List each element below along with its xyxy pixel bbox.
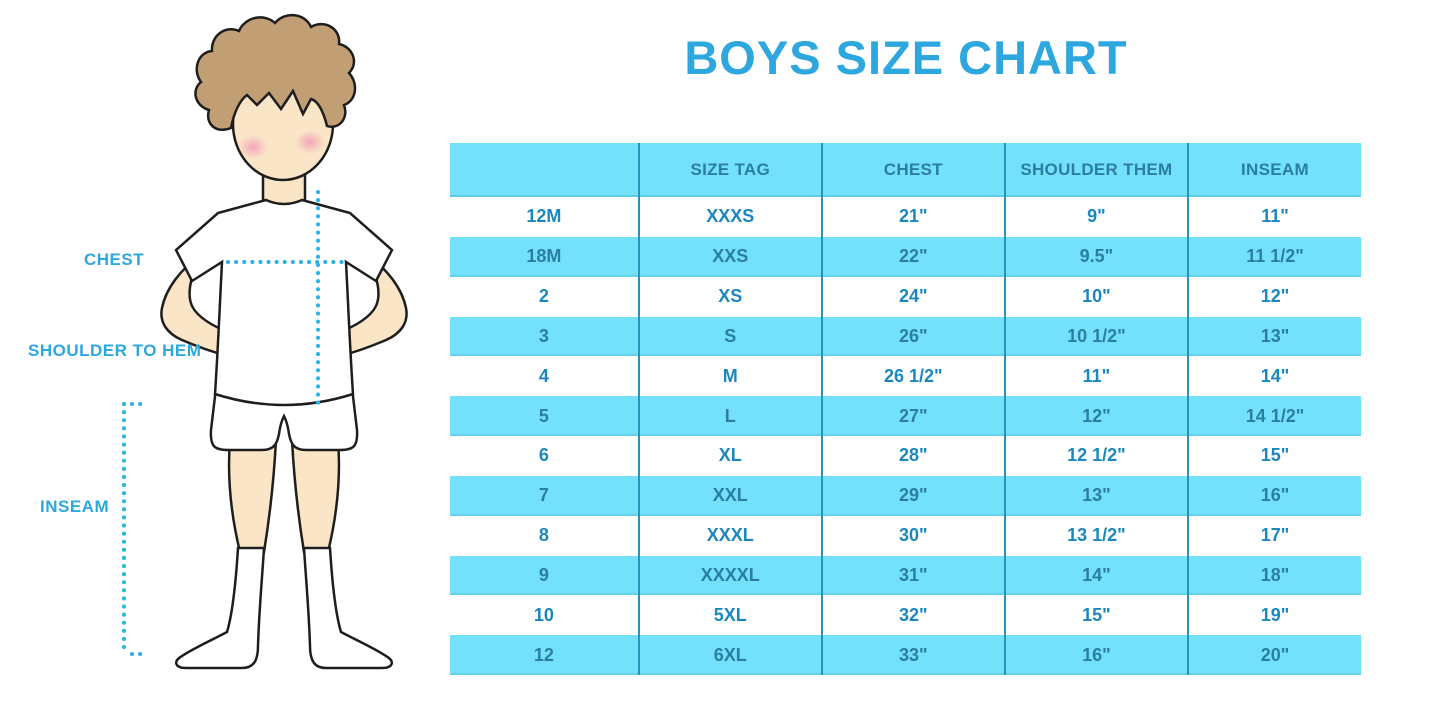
- size-cell: 2: [538, 286, 549, 307]
- boy-right-arm: [333, 255, 408, 358]
- size-cell: 10: [533, 604, 554, 625]
- table-cell: 14": [1003, 555, 1187, 596]
- table-row: 7 XXL 29" 13" 16": [450, 475, 1361, 516]
- size-cell: 12: [533, 644, 554, 665]
- page-title: BOYS SIZE CHART: [684, 31, 1128, 84]
- table-row: 4 M 26 1/2" 11" 14": [450, 356, 1361, 397]
- table-cell: 9.5": [1003, 236, 1187, 277]
- table-cell: 32": [820, 595, 1004, 636]
- table-cell: 16": [1003, 635, 1187, 676]
- table-cell: 20": [1186, 635, 1361, 676]
- table-row: 3 S 26" 10 1/2" 13": [450, 316, 1361, 357]
- column-header: SHOULDER THEM: [1003, 143, 1187, 197]
- table-cell: XXXXL: [637, 555, 821, 596]
- table-cell: 18": [1186, 555, 1361, 596]
- table-row: 10 5XL 32" 15" 19": [450, 595, 1361, 636]
- boy-left-sock: [174, 546, 266, 670]
- table-cell: 27": [820, 396, 1004, 437]
- table-cell: 16": [1186, 475, 1361, 516]
- table-cell: 15": [1186, 436, 1361, 476]
- table-cell: M: [637, 356, 821, 397]
- table-cell: 21": [820, 197, 1004, 237]
- table-row: 12 6XL 33" 16" 20": [450, 635, 1361, 676]
- shoulder-to-hem-label: SHOULDER TO HEM: [28, 341, 202, 360]
- table-cell: 10": [1003, 276, 1187, 317]
- size-cell: 18M: [526, 246, 562, 267]
- column-header: CHEST: [820, 143, 1004, 197]
- table-cell: S: [637, 316, 821, 357]
- boy-right-sock: [302, 546, 394, 670]
- table-cell: 22": [820, 236, 1004, 277]
- inseam-label: INSEAM: [40, 497, 110, 516]
- table-row: 12M XXXS 21" 9" 11": [450, 197, 1361, 237]
- size-cell: 8: [538, 525, 549, 546]
- size-table: SIZE TAG CHEST SHOULDER THEM INSEAM 12M XXXS 2…: [450, 143, 1361, 676]
- table-cell: 26 1/2": [820, 356, 1004, 397]
- table-cell: 24": [820, 276, 1004, 317]
- table-row: 6 XL 28" 12 1/2" 15": [450, 436, 1361, 476]
- table-cell: XS: [637, 276, 821, 317]
- table-cell: 30": [820, 515, 1004, 556]
- size-cell: 4: [538, 365, 549, 386]
- table-cell: 29": [820, 475, 1004, 516]
- boy-right-leg: [290, 438, 341, 554]
- table-cell: 15": [1003, 595, 1187, 636]
- boy-illustration: [122, 14, 408, 670]
- table-cell: L: [637, 396, 821, 437]
- table-row: 18M XXS 22" 9.5" 11 1/2": [450, 236, 1361, 277]
- table-cell: 14": [1186, 356, 1361, 397]
- boy-right-blush: [295, 130, 325, 154]
- boy-left-arm: [160, 255, 235, 358]
- table-row: 8 XXXL 30" 13 1/2" 17": [450, 515, 1361, 556]
- boy-left-leg: [227, 438, 278, 554]
- table-cell: 26": [820, 316, 1004, 357]
- table-cell: 6XL: [637, 635, 821, 676]
- column-header: SIZE TAG: [637, 143, 821, 197]
- size-cell: 5: [538, 405, 549, 426]
- table-cell: 17": [1186, 515, 1361, 556]
- size-cell: 9: [538, 565, 549, 586]
- table-cell: 5XL: [637, 595, 821, 636]
- chest-label: CHEST: [84, 250, 145, 269]
- table-cell: 11": [1186, 197, 1361, 237]
- size-cell: 6: [538, 445, 549, 466]
- table-cell: 33": [820, 635, 1004, 676]
- table-cell: 11 1/2": [1186, 236, 1361, 277]
- table-cell: 12": [1003, 396, 1187, 437]
- table-cell: 31": [820, 555, 1004, 596]
- table-row: 5 L 27" 12" 14 1/2": [450, 396, 1361, 437]
- table-cell: 13": [1186, 316, 1361, 357]
- boy-hair: [194, 14, 357, 131]
- table-cell: 12 1/2": [1003, 436, 1187, 476]
- table-cell: XL: [637, 436, 821, 476]
- table-cell: 28": [820, 436, 1004, 476]
- table-row: 9 XXXXL 31" 14" 18": [450, 555, 1361, 596]
- measurement-figure: CHEST SHOULDER TO HEM INSEAM: [0, 0, 450, 723]
- boy-left-blush: [238, 135, 268, 159]
- table-cell: XXXS: [637, 197, 821, 237]
- table-cell: XXL: [637, 475, 821, 516]
- column-header-blank: [450, 143, 638, 197]
- size-cell: 3: [538, 325, 549, 346]
- table-cell: XXXL: [637, 515, 821, 556]
- table-cell: 13": [1003, 475, 1187, 516]
- size-cell: 7: [538, 485, 549, 506]
- table-cell: 9": [1003, 197, 1187, 237]
- table-row: 2 XS 24" 10" 12": [450, 276, 1361, 317]
- size-cell: 12M: [526, 206, 562, 227]
- table-cell: XXS: [637, 236, 821, 277]
- column-header: INSEAM: [1186, 143, 1361, 197]
- table-cell: 11": [1003, 356, 1187, 397]
- table-cell: 19": [1186, 595, 1361, 636]
- table-cell: 13 1/2": [1003, 515, 1187, 556]
- table-header-row: SIZE TAG CHEST SHOULDER THEM INSEAM: [450, 143, 1361, 197]
- table-cell: 12": [1186, 276, 1361, 317]
- boy-shirt: [174, 198, 394, 407]
- table-cell: 14 1/2": [1186, 396, 1361, 437]
- table-cell: 10 1/2": [1003, 316, 1187, 357]
